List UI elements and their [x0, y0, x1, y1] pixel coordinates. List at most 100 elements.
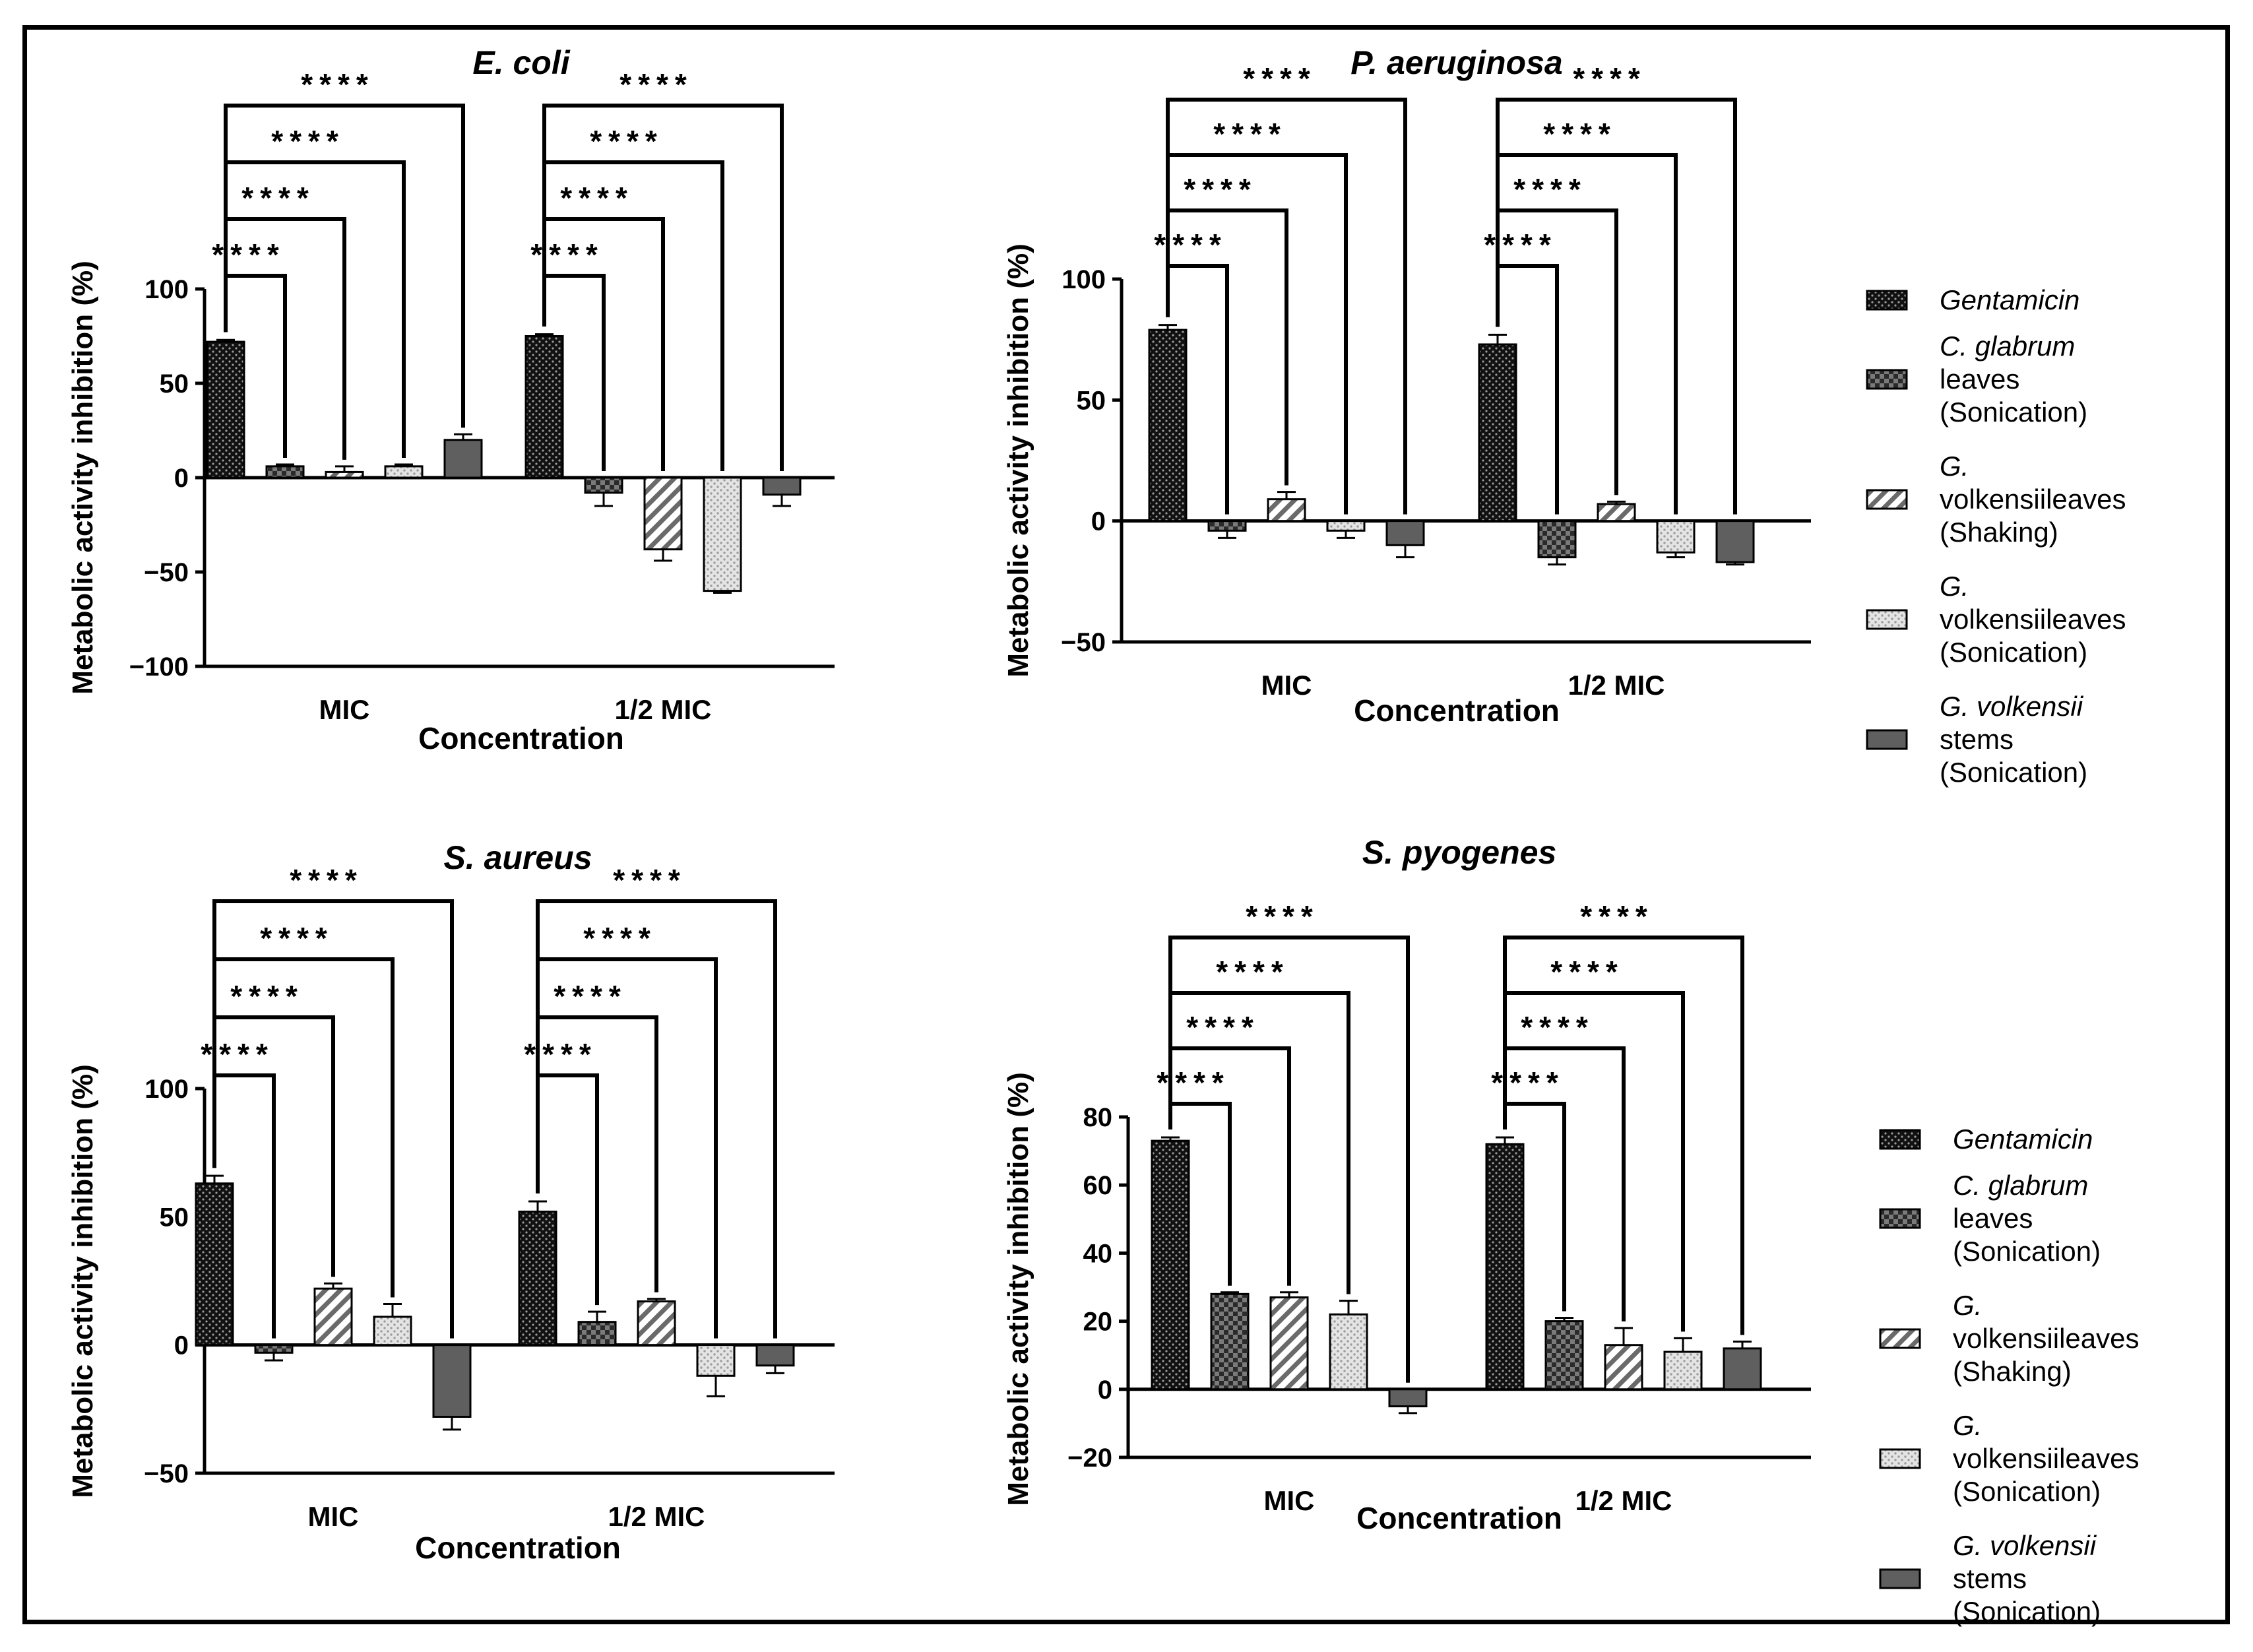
- x-tick-label: 1/2 MIC: [608, 1501, 705, 1532]
- y-tick-label: 100: [144, 1075, 189, 1104]
- legend-label-2: C. glabrum: [1940, 331, 2075, 362]
- legend-label-3: (Shaking): [1953, 1356, 2072, 1387]
- bar-5-half-mic: [755, 1344, 795, 1367]
- significance-label: ****: [1513, 172, 1587, 206]
- bar-3-mic: [313, 1287, 353, 1347]
- significance-bracket: [1496, 98, 1737, 515]
- legend-label-2: (Sonication): [1940, 397, 2087, 428]
- significance-label: ****: [260, 921, 334, 955]
- significance-bracket: [1166, 98, 1407, 515]
- legend-label-2: leaves: [1953, 1203, 2033, 1234]
- significance-bracket: [1503, 936, 1744, 1335]
- significance-label: ****: [530, 238, 604, 272]
- bar-4-mic: [373, 1316, 412, 1347]
- legend-label-1: Gentamicin: [1953, 1124, 2093, 1155]
- x-axis-label: Concentration: [1356, 1501, 1562, 1535]
- y-axis-label: Metabolic activity inhibition (%): [1002, 1072, 1034, 1506]
- bar-5-half-mic: [1715, 520, 1755, 563]
- bar-5-mic: [1388, 1388, 1428, 1408]
- bar-1-mic: [206, 340, 245, 479]
- significance-label: ****: [1484, 228, 1558, 262]
- significance-bracket: [1168, 936, 1410, 1383]
- bar-4-mic: [1329, 1313, 1368, 1391]
- legend-label-4: G.: [1953, 1410, 1982, 1441]
- legend-label-4: (Sonication): [1940, 637, 2087, 668]
- significance-label: ****: [1573, 61, 1647, 96]
- significance-label: ****: [619, 67, 693, 102]
- bar-5-mic: [1385, 520, 1425, 546]
- bar-2-mic: [265, 465, 305, 479]
- significance-label: ****: [1521, 1010, 1595, 1044]
- bar-1-mic: [1151, 1139, 1190, 1391]
- y-tick-label: 100: [1062, 265, 1106, 294]
- significance-bracket: [212, 899, 454, 1339]
- y-tick-label: 80: [1083, 1103, 1113, 1132]
- bar-1-half-mic: [1478, 343, 1517, 523]
- significance-label: ****: [271, 124, 345, 158]
- y-tick-label: 100: [144, 275, 189, 304]
- bar-5-half-mic: [1723, 1347, 1762, 1391]
- y-tick-label: 50: [160, 1203, 189, 1232]
- x-tick-label: 1/2 MIC: [1575, 1485, 1672, 1516]
- legend-label-2: leaves: [1940, 364, 2019, 395]
- bar-1-half-mic: [1485, 1143, 1525, 1391]
- bar-2-half-mic: [577, 1321, 617, 1347]
- legend-label-5: (Sonication): [1940, 757, 2087, 788]
- significance-label: ****: [1186, 1010, 1260, 1044]
- legend-swatch-2: [1879, 1208, 1921, 1229]
- legend-label-4: volkensiileaves: [1953, 1443, 2139, 1474]
- bar-3-mic: [1269, 1296, 1309, 1391]
- bar-3-half-mic: [1597, 503, 1636, 523]
- significance-label: ****: [1543, 117, 1617, 151]
- significance-label: ****: [1216, 955, 1290, 989]
- y-axis-label: Metabolic activity inhibition (%): [67, 1064, 99, 1498]
- y-tick-label: 40: [1083, 1239, 1113, 1268]
- significance-label: ****: [1213, 117, 1287, 151]
- bar-3-half-mic: [643, 476, 683, 551]
- y-tick-label: −100: [129, 652, 189, 682]
- chart-panel-2: P. aeruginosa −50 0 50 100 Metabolic activity…: [1002, 44, 1811, 728]
- legend-swatch-5: [1879, 1568, 1921, 1589]
- x-tick-label: MIC: [1264, 1485, 1315, 1516]
- significance-label: ****: [1184, 172, 1257, 206]
- significance-label: ****: [590, 124, 664, 158]
- bar-2-mic: [254, 1344, 294, 1354]
- significance-label: ****: [560, 181, 634, 215]
- chart-panel-1: E. coli −100 −50 0 50 100 Metabolic activity i…: [67, 44, 835, 755]
- legend-label-2: C. glabrum: [1953, 1170, 2088, 1201]
- x-axis-label: Concentration: [1354, 693, 1560, 728]
- bar-2-half-mic: [1544, 1320, 1584, 1391]
- significance-label: ****: [554, 979, 627, 1013]
- legend-swatch-2: [1866, 369, 1908, 390]
- x-axis-label: Concentration: [418, 721, 624, 755]
- figure-frame: [22, 25, 2230, 1624]
- bar-2-mic: [1207, 520, 1247, 532]
- bar-1-mic: [195, 1182, 234, 1347]
- legend-label-3: (Shaking): [1940, 517, 2058, 548]
- significance-label: ****: [583, 921, 657, 955]
- x-tick-label: 1/2 MIC: [1568, 670, 1665, 701]
- legend-swatch-4: [1866, 609, 1908, 630]
- significance-label: ****: [301, 67, 375, 102]
- legend-label-3: volkensiileaves: [1940, 484, 2126, 515]
- legend-label-5: stems: [1953, 1563, 2027, 1594]
- legend-swatch-1: [1879, 1129, 1921, 1150]
- legend-label-5: G. volkensii: [1953, 1530, 2097, 1561]
- bar-1-mic: [1148, 329, 1188, 523]
- significance-bracket: [536, 899, 777, 1339]
- y-tick-label: 0: [1091, 507, 1106, 536]
- significance-label: ****: [290, 863, 364, 897]
- y-axis-label: Metabolic activity inhibition (%): [1002, 243, 1034, 678]
- significance-label: ****: [212, 238, 286, 272]
- bar-5-mic: [443, 439, 483, 479]
- legend-label-3: G.: [1940, 451, 1969, 482]
- bar-1-half-mic: [524, 335, 564, 479]
- significance-bracket: [224, 104, 465, 428]
- y-tick-label: 50: [160, 369, 189, 398]
- significance-label: ****: [1491, 1065, 1565, 1100]
- significance-label: ****: [201, 1037, 274, 1071]
- bar-2-half-mic: [584, 476, 623, 494]
- y-tick-label: 0: [174, 464, 189, 493]
- legend-swatch-3: [1879, 1328, 1921, 1349]
